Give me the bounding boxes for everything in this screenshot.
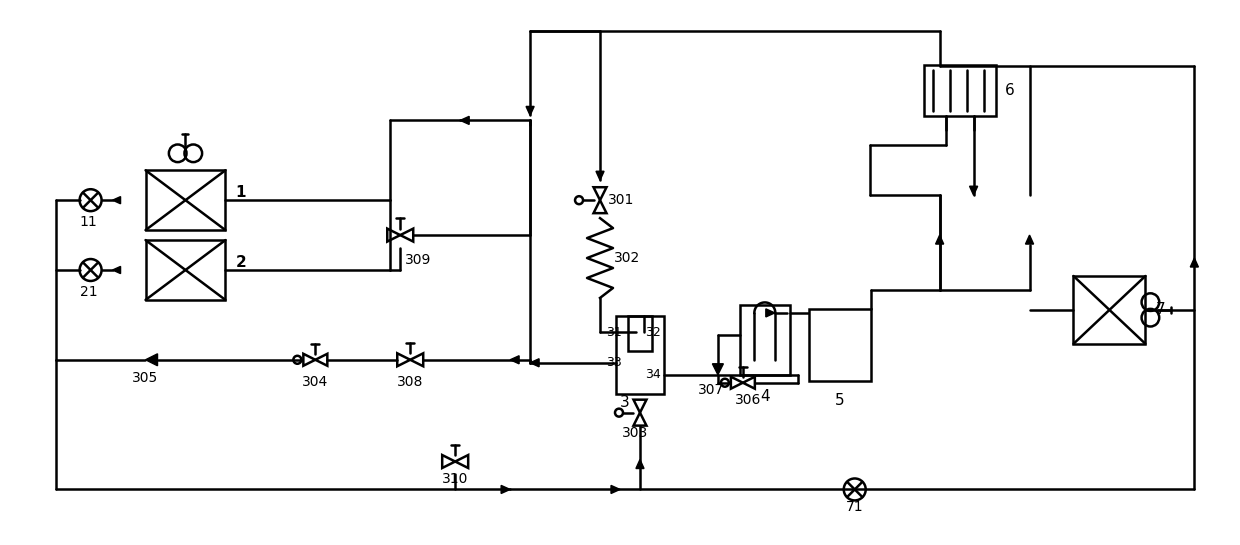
Polygon shape (1190, 258, 1198, 267)
Polygon shape (611, 486, 620, 493)
Text: 33: 33 (606, 356, 621, 370)
Polygon shape (460, 116, 469, 124)
Polygon shape (113, 197, 120, 204)
Polygon shape (510, 356, 520, 364)
Text: 309: 309 (405, 253, 432, 267)
Text: 21: 21 (79, 285, 98, 299)
Bar (924, 64, 996, 117)
Text: 34: 34 (645, 368, 661, 381)
Polygon shape (113, 267, 120, 274)
Polygon shape (531, 359, 539, 367)
Polygon shape (145, 354, 157, 366)
Bar (740, 305, 790, 375)
Text: 307: 307 (698, 383, 724, 397)
Bar (808, 309, 870, 381)
Text: 306: 306 (734, 393, 761, 407)
Text: 301: 301 (608, 193, 635, 207)
Text: 31: 31 (606, 326, 621, 340)
Text: 1: 1 (236, 185, 246, 199)
Text: 71: 71 (846, 500, 863, 514)
Text: 305: 305 (133, 371, 159, 385)
Bar (145, 170, 226, 230)
Bar (627, 316, 652, 351)
Text: 32: 32 (645, 326, 661, 340)
Text: 302: 302 (614, 251, 640, 265)
Bar (145, 240, 226, 300)
Bar (1074, 276, 1146, 344)
Polygon shape (1025, 235, 1034, 244)
Polygon shape (766, 309, 775, 317)
Polygon shape (526, 106, 534, 116)
Text: 310: 310 (441, 473, 469, 487)
Polygon shape (636, 459, 644, 469)
Text: 304: 304 (303, 375, 329, 389)
Text: 11: 11 (79, 215, 98, 229)
Text: 2: 2 (236, 255, 247, 270)
Polygon shape (936, 235, 944, 244)
Polygon shape (501, 486, 510, 493)
Text: 6: 6 (1004, 83, 1014, 98)
Text: 308: 308 (397, 375, 423, 389)
Text: 4: 4 (760, 389, 770, 404)
Text: 3: 3 (620, 395, 630, 410)
Polygon shape (713, 364, 723, 375)
Text: 303: 303 (621, 426, 649, 440)
Polygon shape (970, 186, 977, 195)
Text: 7: 7 (1156, 302, 1166, 317)
Text: 5: 5 (835, 393, 844, 408)
Bar (616, 316, 663, 393)
Polygon shape (596, 171, 604, 180)
